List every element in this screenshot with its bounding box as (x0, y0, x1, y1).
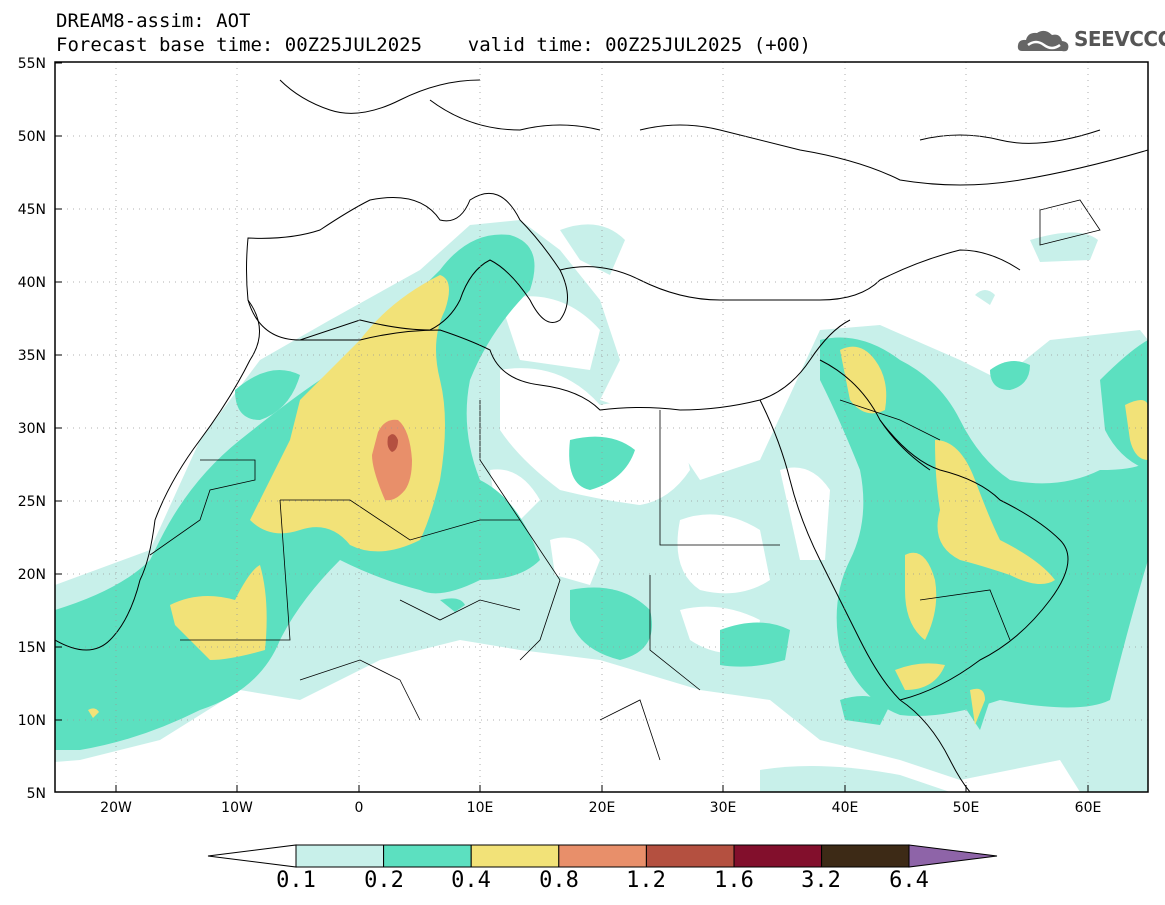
lon-label: 60E (1075, 800, 1102, 816)
lon-label: 0 (355, 800, 364, 816)
logo-text: SEEVCCC (1074, 27, 1165, 51)
aot-brown-field (387, 434, 398, 452)
lon-label: 30E (710, 800, 737, 816)
colorbar-label: 0.8 (539, 868, 579, 893)
lat-label: 10N (18, 713, 46, 729)
colorbar-cell (645, 844, 735, 868)
colorbar-high-arrow (908, 844, 998, 868)
longitude-labels: 20W 10W 0 10E 20E 30E 40E 50E 60E (100, 800, 1101, 816)
colorbar-cell (295, 844, 385, 868)
lon-label: 20E (589, 800, 616, 816)
cloud-logo-icon (1017, 30, 1069, 52)
lat-label: 20N (18, 567, 46, 583)
lat-label: 55N (18, 56, 46, 72)
colorbar-label: 6.4 (889, 868, 929, 893)
lat-label: 30N (18, 421, 46, 437)
colorbar-label: 0.4 (451, 868, 491, 893)
lat-label: 25N (18, 494, 46, 510)
colorbar-label: 1.2 (626, 868, 666, 893)
colorbar-label: 3.2 (801, 868, 841, 893)
lat-label: 40N (18, 275, 46, 291)
lat-label: 5N (27, 786, 46, 802)
country-borders (149, 199, 1101, 761)
forecast-time-line: Forecast base time: 00Z25JUL2025 valid t… (56, 34, 811, 56)
lat-label: 35N (18, 348, 46, 364)
map-title: DREAM8-assim: AOT (56, 10, 251, 32)
coastlines (55, 79, 1148, 792)
lon-label: 40E (832, 800, 859, 816)
colorbar-cell (558, 844, 647, 868)
aot-orange-field (372, 419, 412, 501)
colorbar-label: 1.6 (714, 868, 754, 893)
colorbar-cell (821, 844, 910, 868)
colorbar-label: 0.2 (364, 868, 404, 893)
gridlines (55, 62, 1148, 792)
colorbar-cell (733, 844, 823, 868)
lat-label: 50N (18, 129, 46, 145)
lat-label: 45N (18, 202, 46, 218)
colorbar-cell (470, 844, 560, 868)
axis-ticks (55, 62, 1089, 792)
colorbar-label: 0.1 (276, 868, 316, 893)
lon-label: 20W (100, 800, 132, 816)
colorbar-cell (383, 844, 472, 868)
lon-label: 10W (221, 800, 253, 816)
colorbar (207, 844, 998, 868)
lon-label: 10E (467, 800, 494, 816)
lon-label: 50E (953, 800, 980, 816)
colorbar-low-arrow (207, 844, 297, 868)
latitude-labels: 55N 50N 45N 40N 35N 30N 25N 20N 15N 10N … (18, 56, 46, 802)
lat-label: 15N (18, 640, 46, 656)
